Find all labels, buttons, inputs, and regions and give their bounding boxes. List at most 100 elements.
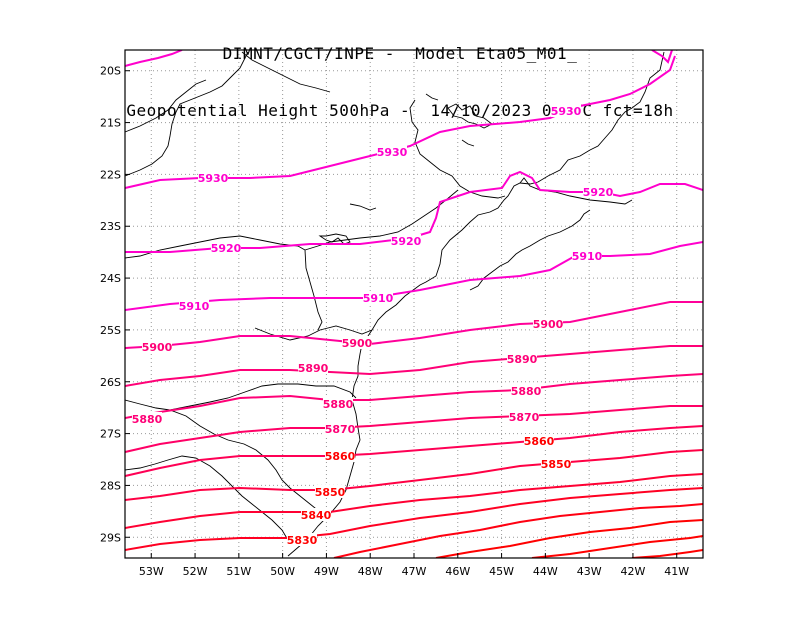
contour-label: 5930 [377,146,408,159]
lon-label: 45W [489,565,514,578]
contour-label-bg [301,508,331,521]
contour-label-bg [524,434,554,447]
contour-label: 5900 [142,341,173,354]
contour-label-bg [583,185,613,198]
lat-label: 27S [100,428,121,441]
lat-label: 29S [100,531,121,544]
contour-label-bg [315,485,345,498]
state-border-pr-sp [304,189,459,251]
contour-5910 [125,241,703,311]
lake-minor-a [425,93,439,101]
title-line-1: DIMNT/CGCT/INPE - Model Eta05_M01_ [222,44,578,63]
contour-label-bg [363,291,393,304]
contour-label: 5830 [287,534,318,547]
contour-label: 5900 [533,318,564,331]
contour-label: 5880 [132,413,163,426]
contour-5820 [333,503,703,558]
contour-labels: 5930 5930 5930 5920 5920 5920 5910 5910 5910 5900… [132,104,614,547]
contour-label: 5860 [325,450,356,463]
lon-label: 53W [139,565,164,578]
contour-label: 5920 [391,235,422,248]
contour-label-bg [179,299,209,312]
state-border-rj [519,177,633,205]
longitude-labels: 53W 52W 51W 50W 49W 48W 47W 46W 45W 44W 43W 42W 41W [139,565,689,578]
lon-label: 44W [533,565,558,578]
contour-5810 [435,519,703,558]
lon-label: 43W [577,565,602,578]
lon-label: 41W [664,565,689,578]
lon-label: 50W [270,565,295,578]
lat-label: 20S [100,65,121,78]
lon-label: 42W [621,565,646,578]
state-border-sp-mg [409,99,506,199]
country-border-paraguay [125,235,323,331]
contour-label-bg [509,410,539,423]
lon-label: 47W [402,565,427,578]
lon-label: 49W [314,565,339,578]
lake-rio-grande [349,203,377,211]
lat-label: 21S [100,117,121,130]
contour-5800 [531,535,703,558]
contour-5940-east [651,50,673,64]
contour-label-bg [507,352,537,365]
contour-label: 5920 [211,242,242,255]
contour-label: 5930 [551,105,582,118]
coastline [287,51,665,557]
contour-5840 [125,473,703,529]
state-border-ms-sp [241,51,331,93]
lon-label: 48W [358,565,383,578]
contour-label: 5920 [583,186,614,199]
coast-detail-a [469,209,591,291]
lat-label: 22S [100,168,121,181]
contour-5870 [125,405,703,453]
contour-label: 5890 [298,362,329,375]
contour-label: 5930 [198,172,229,185]
contour-label-bg [325,422,355,435]
lat-label: 23S [100,220,121,233]
lat-label: 24S [100,272,121,285]
contour-5900 [125,301,703,349]
lat-label: 25S [100,324,121,337]
lon-label: 51W [226,565,251,578]
contour-label-bg [325,449,355,462]
contour-5880 [125,373,703,419]
lat-label: 26S [100,376,121,389]
contour-5850 [125,449,703,501]
contour-label: 5870 [509,411,540,424]
contour-label: 5840 [301,509,332,522]
contour-label: 5880 [511,385,542,398]
contour-label-bg [287,533,317,546]
axis-ticks [125,70,678,558]
contour-label-bg [298,361,328,374]
contour-label: 5890 [507,353,538,366]
contour-label: 5910 [179,300,210,313]
contour-5920 [125,170,703,253]
contour-label-bg [572,249,602,262]
contour-label-bg [323,397,353,410]
contour-label-bg [391,234,421,247]
contour-5890 [125,345,703,387]
contour-lines [125,50,703,558]
country-border-uruguay [125,455,289,541]
contour-label-bg [533,317,563,330]
state-border-sc-rs [169,383,357,411]
contour-label-bg [541,457,571,470]
contour-label-bg [377,145,407,158]
contour-5930 [125,55,676,189]
contour-label: 5910 [572,250,603,263]
contour-label: 5880 [323,398,354,411]
contour-label: 5850 [315,486,346,499]
lake-minor-b [461,139,475,147]
latitude-labels: 20S 21S 22S 23S 24S 25S 26S 27S 28S 29S [100,65,121,545]
lon-label: 46W [445,565,470,578]
contour-label: 5860 [524,435,555,448]
contour-5790 [631,549,703,558]
contour-label-bg [132,412,162,425]
contour-label: 5910 [363,292,394,305]
lon-label: 52W [183,565,208,578]
lat-label: 28S [100,479,121,492]
contour-5860 [125,425,703,477]
contour-5830 [125,487,703,551]
country-border-west [125,51,249,177]
